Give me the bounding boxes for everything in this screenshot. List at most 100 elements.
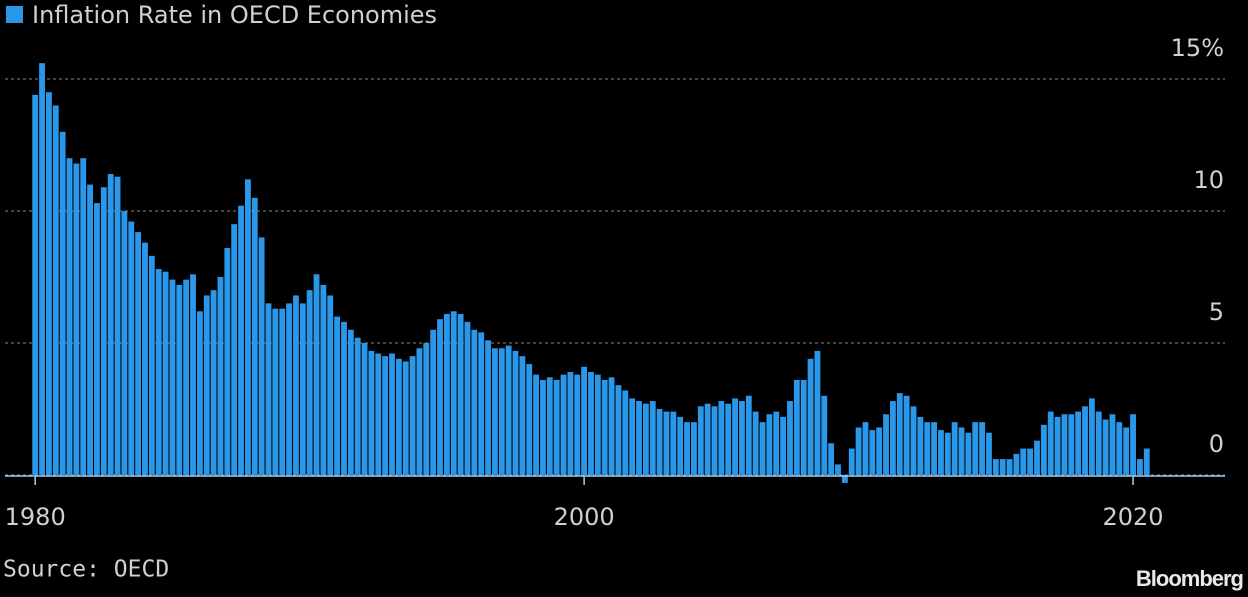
bar xyxy=(100,187,107,475)
bar xyxy=(1075,411,1082,475)
bar xyxy=(745,395,752,475)
bar xyxy=(457,313,464,475)
bar xyxy=(656,408,663,475)
bar xyxy=(94,203,100,475)
bar xyxy=(787,401,793,475)
bar xyxy=(327,295,334,475)
bar xyxy=(649,401,656,475)
bar xyxy=(739,401,745,475)
bar xyxy=(512,350,519,475)
bar xyxy=(450,311,457,475)
bar xyxy=(210,290,217,475)
bar xyxy=(848,448,855,475)
source: Source: OECD xyxy=(3,557,169,583)
legend-label: Inflation Rate in OECD Economies xyxy=(32,1,437,29)
bar xyxy=(636,401,642,475)
bar xyxy=(238,205,244,475)
bar xyxy=(395,358,402,475)
bar xyxy=(992,459,999,475)
bar xyxy=(889,401,896,475)
bar xyxy=(32,94,39,475)
bar xyxy=(498,348,505,475)
bar xyxy=(73,163,80,475)
bar xyxy=(931,422,937,475)
bar xyxy=(1136,459,1143,475)
bar xyxy=(883,414,889,475)
bar xyxy=(203,295,210,475)
bar xyxy=(567,372,574,475)
bar xyxy=(1143,448,1150,475)
bar xyxy=(176,284,183,475)
bar xyxy=(766,414,773,475)
bar xyxy=(87,184,94,475)
bar xyxy=(718,401,725,475)
bar xyxy=(526,364,533,475)
bar xyxy=(594,374,601,475)
bar xyxy=(951,422,958,475)
bar xyxy=(286,303,292,475)
bar xyxy=(697,406,704,475)
bar xyxy=(1123,427,1130,475)
bar xyxy=(306,290,313,475)
bar xyxy=(725,403,732,475)
bar xyxy=(347,329,354,475)
bar xyxy=(1088,398,1095,475)
x-tick-label: 2000 xyxy=(554,503,615,531)
bar xyxy=(752,411,759,475)
y-tick-label: 5 xyxy=(1209,298,1224,326)
y-tick-label: 10 xyxy=(1193,166,1224,194)
bar xyxy=(375,353,382,475)
bar xyxy=(1040,424,1047,475)
bar xyxy=(732,398,738,475)
bar xyxy=(423,342,430,475)
bar xyxy=(588,372,594,475)
bar xyxy=(1013,453,1020,475)
bar xyxy=(142,242,148,475)
bar xyxy=(841,474,848,483)
bar xyxy=(265,303,272,475)
bar xyxy=(896,393,903,475)
bar xyxy=(155,269,162,475)
bar xyxy=(553,379,560,475)
bar xyxy=(917,416,924,475)
bar xyxy=(169,279,176,475)
bar xyxy=(999,459,1006,475)
bar xyxy=(505,345,512,475)
bar xyxy=(39,63,45,475)
x-tick-label: 2020 xyxy=(1103,503,1164,531)
bar xyxy=(835,464,841,475)
bar xyxy=(711,406,718,475)
brand: Bloomberg xyxy=(1136,566,1243,591)
bar xyxy=(334,316,341,475)
bar xyxy=(1054,416,1061,475)
bar xyxy=(368,350,375,475)
bar xyxy=(478,332,485,475)
bar xyxy=(979,422,986,475)
bar xyxy=(759,422,766,475)
bar xyxy=(354,337,361,475)
bar xyxy=(670,411,677,475)
bar xyxy=(52,105,59,475)
bar xyxy=(910,406,917,475)
bar xyxy=(437,319,443,475)
bar xyxy=(793,379,800,475)
bar xyxy=(45,92,52,475)
bar xyxy=(217,276,224,475)
bar xyxy=(128,221,135,475)
bar xyxy=(80,158,87,475)
bar xyxy=(807,358,814,475)
bar xyxy=(965,432,972,475)
legend-swatch xyxy=(6,6,23,23)
bar xyxy=(642,403,649,475)
bar xyxy=(492,348,498,475)
bar xyxy=(1020,448,1027,475)
bar xyxy=(1102,419,1109,475)
bar xyxy=(430,329,437,475)
bar xyxy=(258,237,265,475)
bar xyxy=(677,416,684,475)
bar xyxy=(471,329,478,475)
bar xyxy=(66,158,73,475)
bar xyxy=(299,303,306,475)
bar xyxy=(190,274,196,475)
